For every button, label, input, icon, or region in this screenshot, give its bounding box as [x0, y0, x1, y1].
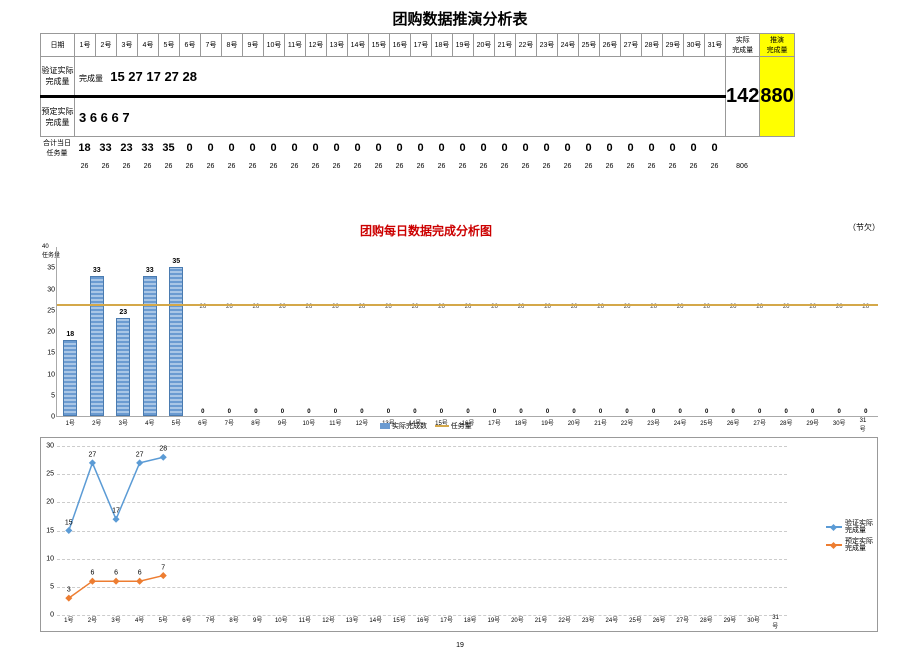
hdr-proj: 推演 完成量 [760, 34, 794, 57]
header-row: 日期 1号2号3号4号5号6号7号8号9号10号11号12号13号14号15号1… [41, 34, 795, 57]
chart-title: 团购每日数据完成分析图 [360, 222, 492, 239]
row-booking: 预定实际 完成量 3 6 6 6 7 [41, 97, 795, 137]
page-number: 19 [456, 642, 464, 649]
bar-legend: 实际完成数 任务量 [380, 421, 472, 431]
line-chart: 0510152025301号2号3号4号5号6号7号8号9号10号11号12号1… [40, 437, 878, 632]
data-table: 日期 1号2号3号4号5号6号7号8号9号10号11号12号13号14号15号1… [40, 33, 795, 137]
targets-row: 2626262626262626262626262626262626262626… [40, 159, 793, 173]
hdr-day: 1号 [75, 34, 96, 57]
line-legend: .lg-line:nth-child(1)::after{background:… [826, 516, 873, 556]
hdr-actual: 实际 完成量 [726, 34, 760, 57]
sum-actual: 142 [726, 57, 760, 137]
totals-row: 合计当日 任务量 1833233335000000000000000000000… [40, 137, 793, 159]
savings-label: （节欠） [848, 222, 880, 233]
row2-label: 预定实际 完成量 [41, 97, 75, 137]
hdr-date: 日期 [41, 34, 75, 57]
sum-proj: 880 [760, 57, 794, 137]
row-verify: 验证实际 完成量 完成量 15 27 17 27 28 142 880 [41, 57, 795, 97]
totals-label: 合计当日 任务量 [40, 137, 74, 159]
row1-values: 完成量 15 27 17 27 28 [75, 57, 726, 97]
row1-label: 验证实际 完成量 [41, 57, 75, 97]
bar-chart: 05101520253035181号332号233号334号355号06号260… [56, 247, 878, 417]
subtotal: 806 [725, 159, 759, 173]
page-title: 团购数据推演分析表 [0, 0, 920, 33]
row2-values: 3 6 6 6 7 [75, 97, 726, 137]
totals-table: 合计当日 任务量 1833233335000000000000000000000… [40, 137, 793, 173]
